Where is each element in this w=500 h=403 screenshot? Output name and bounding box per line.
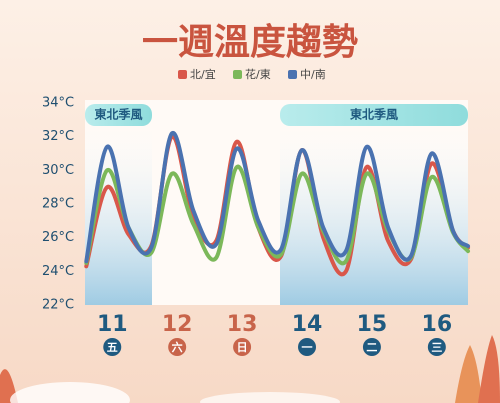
legend-label: 北/宜 xyxy=(190,67,216,81)
weekday-badge xyxy=(168,338,187,356)
weekday-label: 二 xyxy=(366,341,377,354)
legend: 北/宜 花/東 中/南 xyxy=(178,67,326,81)
x-tick-label: 14 xyxy=(292,312,323,337)
legend-swatch xyxy=(233,70,242,79)
legend-label: 花/東 xyxy=(245,68,271,81)
weekday-badge xyxy=(298,338,317,356)
weekday-label: 六 xyxy=(172,340,183,354)
annotation: 東北季風 xyxy=(94,107,142,122)
series-line xyxy=(84,131,470,264)
weekday-label: 五 xyxy=(107,341,118,354)
y-tick-label: 34°C xyxy=(42,96,74,111)
chart-title: 一週溫度趨勢 xyxy=(142,22,358,63)
weekday-badge xyxy=(362,338,381,356)
weekday-label: 日 xyxy=(237,341,248,354)
weekday-badge xyxy=(233,338,252,356)
monsoon-band xyxy=(280,120,468,305)
x-tick-label: 12 xyxy=(162,312,193,337)
weekday-label: 一 xyxy=(302,341,313,354)
weekday-badge xyxy=(427,338,446,356)
y-tick-label: 24°C xyxy=(42,264,74,279)
x-tick-label: 16 xyxy=(422,312,453,337)
x-tick-label: 15 xyxy=(357,312,388,337)
legend-swatch xyxy=(288,70,297,79)
weekday-label: 三 xyxy=(431,341,442,354)
legend-swatch xyxy=(178,70,187,79)
y-tick-label: 32°C xyxy=(42,129,74,144)
y-tick-label: 22°C xyxy=(42,298,74,313)
y-tick-label: 28°C xyxy=(42,197,74,212)
legend-label: 中/南 xyxy=(300,68,326,81)
bands: 東北季風 東北季風 xyxy=(85,104,468,305)
monsoon-tag xyxy=(85,104,152,126)
y-tick-label: 26°C xyxy=(42,230,74,245)
decoration xyxy=(0,335,500,403)
weekday-badge xyxy=(103,338,122,356)
annotation: 東北季風 xyxy=(350,107,398,122)
x-tick-label: 13 xyxy=(227,312,258,337)
monsoon-tag xyxy=(280,104,468,126)
y-tick-label: 30°C xyxy=(42,163,74,178)
x-tick-label: 11 xyxy=(97,312,128,337)
